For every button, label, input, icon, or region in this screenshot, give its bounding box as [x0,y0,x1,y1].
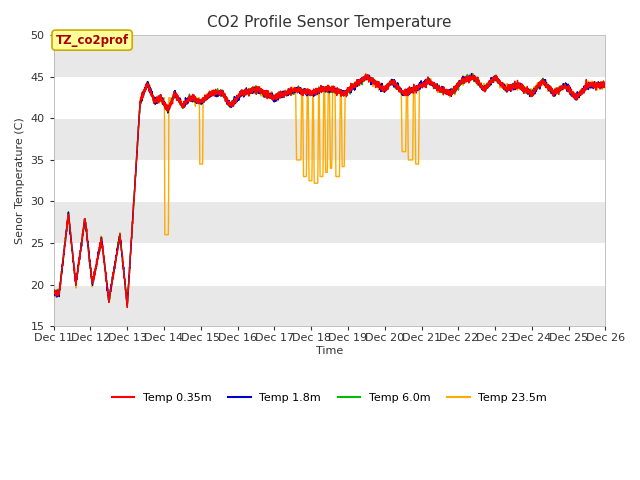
Y-axis label: Senor Temperature (C): Senor Temperature (C) [15,117,25,244]
Bar [54,285,605,326]
Bar [54,36,605,77]
Text: TZ_co2prof: TZ_co2prof [56,34,129,47]
X-axis label: Time: Time [316,346,343,356]
Title: CO2 Profile Sensor Temperature: CO2 Profile Sensor Temperature [207,15,452,30]
Legend: Temp 0.35m, Temp 1.8m, Temp 6.0m, Temp 23.5m: Temp 0.35m, Temp 1.8m, Temp 6.0m, Temp 2… [108,389,552,408]
Bar [54,202,605,243]
Bar [54,119,605,160]
